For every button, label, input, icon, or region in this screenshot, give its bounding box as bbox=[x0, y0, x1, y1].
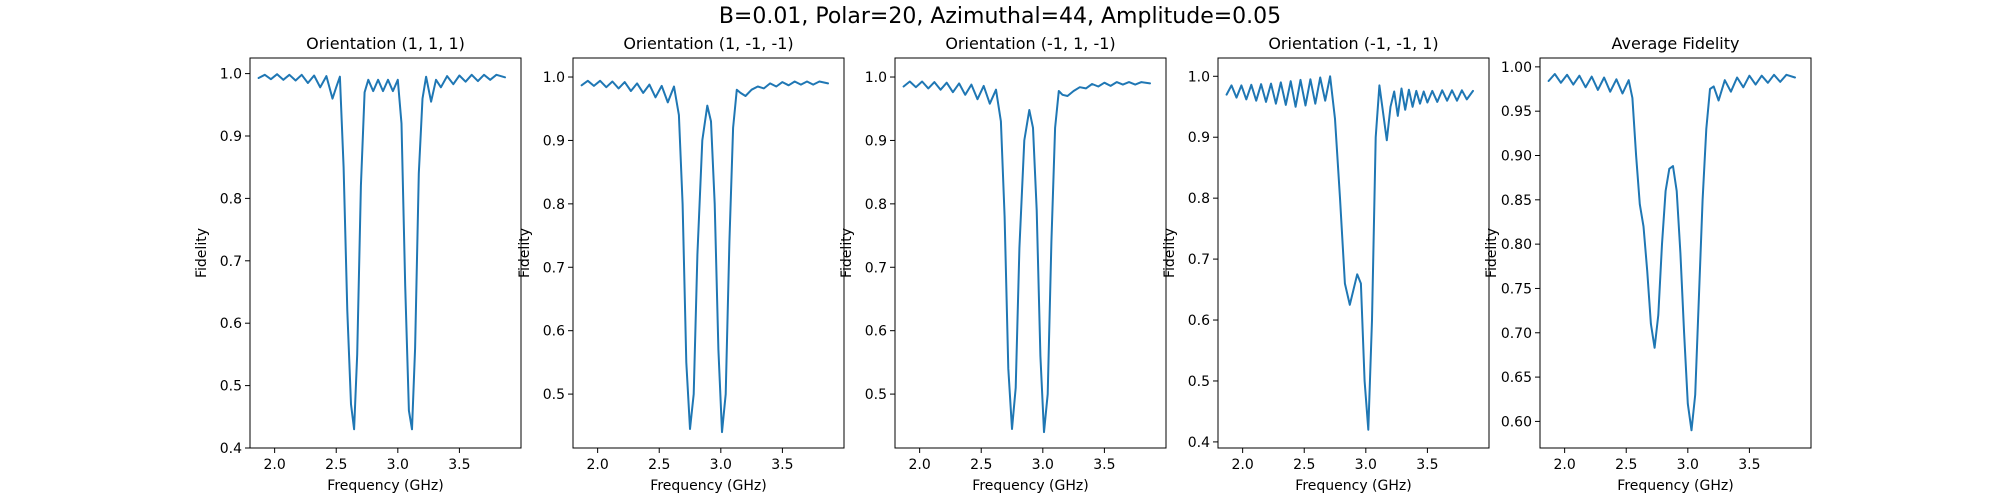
axes-frame bbox=[894, 57, 1167, 449]
x-axis-label: Frequency (GHz) bbox=[1617, 478, 1733, 494]
y-tick-label: 0.7 bbox=[543, 260, 565, 276]
x-tick-label: 2.0 bbox=[1554, 457, 1576, 473]
x-tick-label: 3.5 bbox=[1093, 457, 1115, 473]
y-tick-label: 1.0 bbox=[865, 70, 887, 86]
y-tick-label: 0.60 bbox=[1501, 414, 1532, 430]
series-line-3-1 bbox=[902, 80, 1151, 434]
y-tick-label: 0.4 bbox=[1188, 435, 1210, 451]
x-tick-label: 2.0 bbox=[1232, 457, 1254, 473]
y-tick-label: 0.7 bbox=[1188, 252, 1210, 268]
y-tick-label: 0.8 bbox=[220, 191, 242, 207]
x-axis-label: Frequency (GHz) bbox=[650, 478, 766, 494]
x-tick-label: 2.5 bbox=[648, 457, 670, 473]
x-tick-label: 3.0 bbox=[1355, 457, 1377, 473]
y-tick-label: 0.9 bbox=[543, 133, 565, 149]
y-tick-label: 0.7 bbox=[220, 254, 242, 270]
chart-title: Orientation (-1, -1, 1) bbox=[1268, 34, 1438, 53]
chart-panel-4: 2.0 2.5 3.0 3.5 0.4 0.5 0.6 0.7 0.8 0.9 1.0 Orienta… bbox=[1162, 34, 1490, 494]
chart-title: Orientation (1, 1, 1) bbox=[306, 34, 465, 53]
series-line-2-1 bbox=[580, 79, 829, 434]
chart-panel-3: 2.0 2.5 3.0 3.5 0.5 0.6 0.7 0.8 0.9 1.0 Orientatio… bbox=[839, 34, 1167, 494]
chart-panel-2: 2.0 2.5 3.0 3.5 0.5 0.6 0.7 0.8 0.9 1.0 Orientatio… bbox=[517, 34, 845, 494]
y-axis-label: Fidelity bbox=[839, 228, 855, 278]
x-tick-label: 3.0 bbox=[1677, 457, 1699, 473]
x-tick-label: 3.0 bbox=[387, 457, 409, 473]
y-tick-label: 0.5 bbox=[220, 379, 242, 395]
y-tick-label: 0.6 bbox=[865, 324, 887, 340]
y-tick-label: 0.4 bbox=[220, 441, 242, 457]
series-line-4-1 bbox=[1225, 75, 1474, 431]
x-tick-label: 3.0 bbox=[1032, 457, 1054, 473]
x-axis-label: Frequency (GHz) bbox=[327, 478, 443, 494]
x-tick-label: 3.5 bbox=[448, 457, 470, 473]
x-tick-label: 3.5 bbox=[1738, 457, 1760, 473]
y-tick-label: 0.8 bbox=[1188, 191, 1210, 207]
figure-title: B=0.01, Polar=20, Azimuthal=44, Amplitud… bbox=[718, 4, 1282, 29]
y-tick-label: 0.95 bbox=[1501, 104, 1532, 120]
x-tick-label: 2.0 bbox=[587, 457, 609, 473]
y-tick-label: 0.9 bbox=[1188, 130, 1210, 146]
x-tick-label: 3.5 bbox=[1416, 457, 1438, 473]
y-tick-label: 1.0 bbox=[543, 70, 565, 86]
y-tick-label: 0.75 bbox=[1501, 281, 1532, 297]
x-tick-label: 2.5 bbox=[1615, 457, 1637, 473]
x-tick-label: 2.5 bbox=[970, 457, 992, 473]
series-line-1-1 bbox=[257, 73, 506, 431]
chart-title: Average Fidelity bbox=[1612, 34, 1740, 53]
y-tick-label: 0.6 bbox=[543, 324, 565, 340]
chart-title: Orientation (1, -1, -1) bbox=[623, 34, 793, 53]
y-axis-label: Fidelity bbox=[194, 228, 210, 278]
y-tick-label: 0.6 bbox=[220, 316, 242, 332]
y-tick-label: 0.9 bbox=[865, 133, 887, 149]
y-axis-label: Fidelity bbox=[1484, 228, 1500, 278]
y-tick-label: 0.8 bbox=[865, 197, 887, 213]
chart-panel-5: 2.0 2.5 3.0 3.5 0.60 0.65 0.70 0.75 0.80 0.85 0.90… bbox=[1484, 34, 1812, 494]
x-tick-label: 2.5 bbox=[325, 457, 347, 473]
y-tick-label: 0.5 bbox=[543, 387, 565, 403]
series-line-5-1 bbox=[1547, 73, 1796, 432]
y-tick-label: 1.0 bbox=[1188, 69, 1210, 85]
y-tick-label: 0.65 bbox=[1501, 370, 1532, 386]
y-tick-label: 0.5 bbox=[1188, 374, 1210, 390]
x-axis-label: Frequency (GHz) bbox=[1295, 478, 1411, 494]
y-tick-label: 0.7 bbox=[865, 260, 887, 276]
x-tick-label: 2.5 bbox=[1293, 457, 1315, 473]
axes-frame bbox=[1217, 57, 1490, 449]
y-tick-label: 1.0 bbox=[220, 67, 242, 83]
y-axis-label: Fidelity bbox=[1162, 228, 1178, 278]
axes-frame bbox=[1539, 57, 1812, 449]
x-axis-label: Frequency (GHz) bbox=[972, 478, 1088, 494]
y-tick-label: 0.5 bbox=[865, 387, 887, 403]
y-tick-label: 1.00 bbox=[1501, 60, 1532, 76]
x-tick-label: 3.5 bbox=[771, 457, 793, 473]
x-tick-label: 2.0 bbox=[264, 457, 286, 473]
y-tick-label: 0.8 bbox=[543, 197, 565, 213]
x-tick-label: 2.0 bbox=[909, 457, 931, 473]
y-tick-label: 0.80 bbox=[1501, 237, 1532, 253]
y-tick-label: 0.70 bbox=[1501, 326, 1532, 342]
chart-title: Orientation (-1, 1, -1) bbox=[945, 34, 1115, 53]
x-tick-label: 3.0 bbox=[710, 457, 732, 473]
y-axis-label: Fidelity bbox=[517, 228, 533, 278]
y-tick-label: 0.9 bbox=[220, 129, 242, 145]
y-tick-label: 0.90 bbox=[1501, 149, 1532, 165]
y-tick-label: 0.6 bbox=[1188, 313, 1210, 329]
chart-panel-1: 2.0 2.5 3.0 3.5 0.4 0.5 0.6 0.7 0.8 0.9 1.0 Orienta… bbox=[194, 34, 522, 494]
axes-frame bbox=[572, 57, 845, 449]
y-tick-label: 0.85 bbox=[1501, 193, 1532, 209]
axes-frame bbox=[249, 57, 522, 449]
